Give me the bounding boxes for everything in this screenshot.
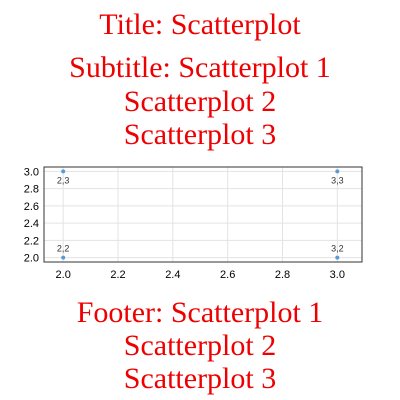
subtitle-line-1: Subtitle: Scatterplot 1 bbox=[69, 51, 331, 84]
scatter-point bbox=[61, 255, 66, 260]
x-tick-label: 2.0 bbox=[56, 269, 71, 281]
point-label: 3,2 bbox=[331, 244, 344, 254]
scatter-point bbox=[335, 255, 340, 260]
subtitle-line-3: Scatterplot 3 bbox=[123, 118, 277, 151]
axis-ticks: 2.0 2.2 2.4 2.6 2.8 3.0 2.0 2.2 2.4 2.6 2.8 3.0 bbox=[24, 166, 345, 281]
y-tick-label: 3.0 bbox=[24, 166, 39, 178]
chart-title: Title: Scatterplot bbox=[99, 8, 301, 41]
x-tick-label: 2.2 bbox=[110, 269, 125, 281]
grid bbox=[44, 167, 362, 262]
footer-line-1: Footer: Scatterplot 1 bbox=[76, 296, 324, 329]
point-label: 2,2 bbox=[57, 244, 70, 254]
x-tick-label: 2.6 bbox=[220, 269, 235, 281]
y-tick-label: 2.6 bbox=[24, 201, 39, 213]
footer-line-2: Scatterplot 2 bbox=[123, 329, 277, 362]
scatter-point bbox=[61, 169, 66, 174]
x-tick-label: 3.0 bbox=[330, 269, 345, 281]
x-tick-label: 2.4 bbox=[165, 269, 180, 281]
point-label: 2,3 bbox=[57, 175, 70, 185]
data-points: 2,3 3,3 2,2 3,2 bbox=[57, 169, 344, 260]
y-tick-label: 2.0 bbox=[24, 253, 39, 265]
scatter-point bbox=[335, 169, 340, 174]
y-tick-label: 2.8 bbox=[24, 184, 39, 196]
footer-line-3: Scatterplot 3 bbox=[123, 362, 277, 395]
x-tick-label: 2.8 bbox=[275, 269, 290, 281]
point-label: 3,3 bbox=[331, 175, 344, 185]
plot-frame bbox=[43, 166, 363, 263]
y-tick-label: 2.4 bbox=[24, 218, 39, 230]
y-tick-label: 2.2 bbox=[24, 235, 39, 247]
subtitle-line-2: Scatterplot 2 bbox=[123, 85, 277, 118]
